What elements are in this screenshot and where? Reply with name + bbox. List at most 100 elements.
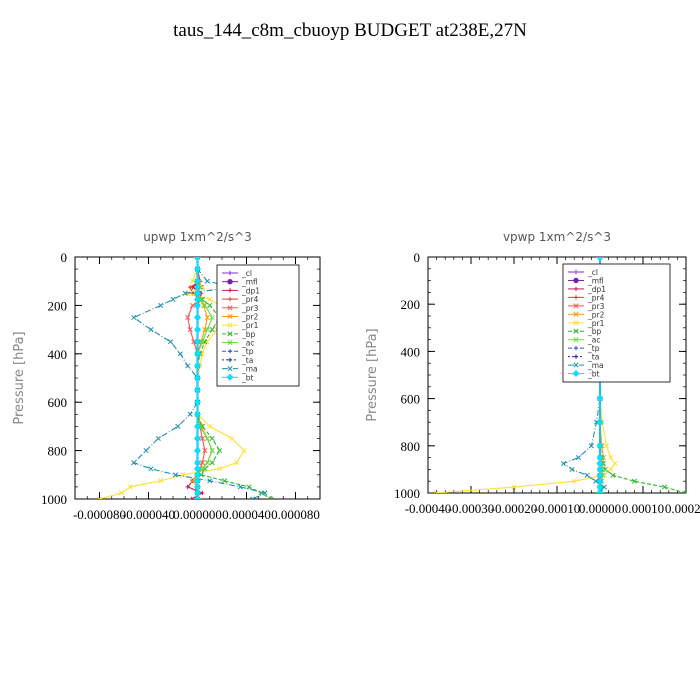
legend-label-ma: _ma (241, 365, 258, 374)
legend-marker-pr4 (573, 295, 579, 300)
legend-label-pr2: _pr2 (587, 310, 605, 319)
series-point-bp (258, 490, 264, 496)
series-point-pr1 (180, 472, 186, 478)
legend-marker-pr1 (573, 320, 579, 326)
series-point-bp (209, 460, 215, 466)
series-point-bt (596, 257, 604, 261)
x-tick-label: -0.00030 (448, 501, 495, 516)
x-tick-label: 0.00020 (665, 501, 700, 516)
series-point-bt (193, 398, 202, 406)
series-point-ma (177, 351, 183, 357)
series-point-bt (193, 459, 202, 467)
legend-marker-pr3 (573, 303, 579, 309)
legend-label-bt: _bt (241, 373, 254, 382)
series-point-bp (610, 472, 616, 478)
page-title: taus_144_c8m_cbuoyp BUDGET at238E,27N (173, 20, 527, 41)
legend-marker-ma (573, 362, 579, 368)
legend-label-pr3: _pr3 (241, 304, 259, 313)
series-point-ma (172, 472, 179, 478)
series-point-pr3 (199, 460, 205, 466)
series-point-ma (170, 296, 176, 302)
x-tick-label: 0.00010 (622, 501, 664, 516)
series-point-ma (575, 455, 582, 461)
series-point-bp (683, 490, 686, 493)
series-point-ma (569, 466, 575, 472)
series-point-pr1 (612, 460, 618, 467)
legend-label-bp: _bp (587, 327, 602, 336)
series-point-bt (193, 338, 202, 346)
legend: _cl_mfl_dp1_pr4_pr3_pr2_pr1_bp_ac_tp_ta_… (562, 263, 671, 383)
series-point-ac (204, 460, 210, 466)
legend-label-ma: _ma (587, 361, 604, 370)
series-point-bp (246, 484, 252, 490)
series-point-dp1 (189, 496, 194, 499)
series-point-ma (250, 496, 256, 499)
series-point-ma (185, 363, 191, 369)
series-point-bt (193, 422, 202, 430)
series-point-bp (661, 484, 668, 490)
series-point-bt (193, 434, 202, 443)
series-point-ac (209, 448, 215, 454)
series-point-ma (560, 460, 567, 467)
legend-marker-dp1 (573, 286, 579, 292)
x-tick-label: 0.000080 (271, 507, 320, 522)
legend-marker-tp (227, 349, 233, 354)
series-point-pr1 (571, 478, 577, 484)
series-point-pr3 (202, 448, 208, 454)
legend-label-mfl: _mfl (241, 278, 258, 287)
y-tick-label: 800 (48, 444, 68, 459)
x-tick-label: 0.000000 (173, 507, 222, 522)
series-group (96, 257, 274, 499)
series-point-ma (175, 423, 181, 429)
y-tick-label: 600 (48, 395, 68, 410)
series-point-ac (209, 314, 215, 321)
series-point-ma (237, 484, 243, 490)
series-point-bp (268, 496, 274, 499)
series-point-bt (596, 418, 604, 426)
series-point-ma (148, 466, 154, 472)
series-point-ma (204, 278, 210, 284)
series-point-pr1 (190, 278, 196, 284)
y-tick-label: 800 (401, 439, 421, 454)
series-point-ac (202, 302, 208, 308)
series-point-ma (148, 327, 154, 333)
series-point-ma (262, 490, 268, 496)
legend-label-dp1: _dp1 (587, 285, 606, 294)
series-point-bp (209, 327, 215, 333)
series-point-ma (143, 448, 149, 454)
legend-label-tp: _tp (587, 344, 600, 353)
legend-marker-ta (227, 357, 233, 363)
series-point-pr4 (187, 285, 193, 290)
y-tick-label: 0 (61, 250, 68, 265)
series-point-bt (193, 374, 202, 382)
series-point-ma (187, 411, 193, 417)
series-point-bp (207, 302, 213, 308)
series-point-bt (596, 489, 604, 493)
x-tick-label: -0.000080 (73, 507, 126, 522)
legend-marker-pr4 (227, 296, 233, 302)
legend-label-pr4: _pr4 (587, 293, 605, 302)
series-point-ac (204, 327, 210, 333)
legend-label-bt: _bt (587, 370, 600, 379)
y-tick-label: 0 (414, 250, 421, 265)
series-point-ma (155, 435, 161, 442)
series-point-bt (193, 386, 202, 394)
legend-marker-bt (226, 373, 234, 381)
y-tick-label: 200 (48, 298, 68, 313)
series-point-ma (131, 460, 137, 466)
series-point-pr1 (127, 484, 133, 490)
legend-marker-pr2 (573, 311, 579, 317)
x-tick-label: -0.00020 (491, 501, 538, 516)
series-point-bt (193, 265, 202, 273)
legend-label-ac: _ac (587, 336, 600, 345)
series-point-ma (167, 339, 174, 345)
series-point-bt (596, 395, 604, 403)
legend-label-cl: _cl (587, 268, 598, 277)
x-tick-label: -0.000040 (122, 507, 175, 522)
series-point-bp (199, 296, 205, 302)
series-point-ma (182, 290, 188, 296)
series-point-pr3 (199, 435, 205, 442)
legend-label-pr1: _pr1 (241, 321, 259, 330)
series-point-dp1 (185, 484, 190, 490)
